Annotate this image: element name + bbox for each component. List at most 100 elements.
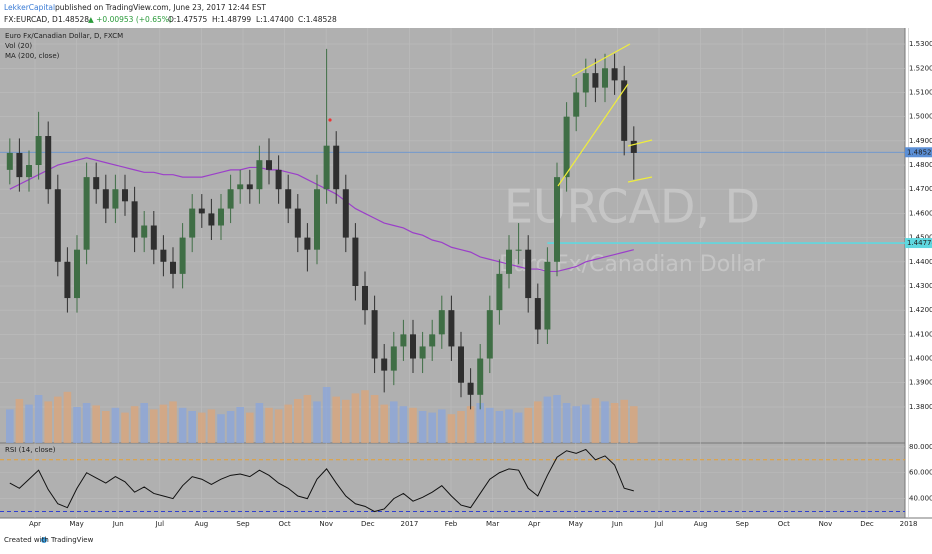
candle-body (112, 189, 119, 209)
candle-body (544, 261, 551, 330)
legend-entry: Vol (20) (5, 42, 32, 50)
candle-body (477, 358, 484, 395)
candle-body (131, 201, 138, 238)
candle-body (314, 189, 320, 250)
volume-bar (380, 404, 388, 443)
candle-body (410, 334, 416, 359)
candle-body (54, 189, 61, 262)
volume-bar (534, 401, 542, 443)
candle-body (592, 73, 599, 88)
candle-body (506, 249, 512, 274)
candle-body (170, 261, 176, 274)
last-price: 1.48528 (58, 15, 89, 24)
volume-bar (44, 401, 52, 443)
volume-bar (630, 406, 638, 443)
x-tick-label: Oct (778, 520, 790, 528)
x-tick-label: Aug (195, 520, 209, 528)
y-tick-label: 1.41000 (909, 330, 932, 338)
legend-entry: MA (200, close) (5, 52, 60, 60)
y-tick-label: 1.43000 (909, 282, 932, 290)
candle-body (246, 184, 253, 190)
volume-bar (169, 401, 177, 443)
volume-bar (198, 412, 206, 443)
published: published on TradingView.com, June 23, 2… (55, 3, 266, 12)
volume-bar (409, 407, 417, 443)
volume-bar (246, 412, 254, 443)
trendline (627, 176, 653, 183)
marker-dot (328, 118, 332, 122)
volume-bar (140, 403, 148, 443)
volume-bar (447, 414, 456, 443)
x-tick-label: Sep (736, 520, 750, 528)
x-tick-label: Apr (528, 520, 540, 528)
y-tick-label: 1.53000 (909, 40, 932, 48)
high: H:1.48799 (212, 15, 251, 24)
low: L:1.47400 (256, 15, 294, 24)
trendline (557, 83, 629, 187)
volume (6, 387, 638, 443)
volume-bar (150, 409, 158, 443)
volume-bar (274, 409, 283, 443)
y-tick-label: 1.50000 (909, 113, 932, 121)
candle-body (26, 165, 32, 178)
candle-body (448, 310, 455, 347)
volume-bar (82, 403, 91, 443)
volume-bar (601, 401, 609, 443)
volume-bar (111, 407, 120, 443)
rsi-tick-label: 40.0000 (909, 495, 932, 503)
volume-bar (390, 401, 398, 443)
candle-body (630, 140, 637, 153)
candle-body (438, 310, 445, 335)
trendline (627, 139, 653, 147)
x-tick-label: Sep (236, 520, 250, 528)
candle-body (621, 80, 628, 141)
volume-bar (34, 395, 43, 443)
volume-bar (217, 414, 225, 443)
candle-body (256, 160, 263, 190)
candle-body (333, 145, 340, 190)
y-tick-label: 1.46000 (909, 209, 932, 217)
volume-bar (428, 412, 436, 443)
volume-bar (130, 406, 139, 443)
x-tick-label: Aug (694, 520, 708, 528)
y-tick-label: 1.40000 (909, 355, 932, 363)
x-tick-label: Feb (445, 520, 458, 528)
candle-body (458, 346, 464, 383)
volume-bar (313, 401, 321, 443)
price-line-badge (905, 238, 932, 249)
candle-body (323, 145, 330, 190)
volume-bar (303, 395, 312, 443)
volume-bar (342, 399, 350, 443)
volume-bar (255, 403, 264, 443)
rsi-pane (0, 443, 905, 518)
candle-body (74, 249, 80, 299)
x-tick-label: Jun (112, 520, 124, 528)
candle-body (534, 298, 541, 330)
candle-body (554, 177, 560, 262)
plot (0, 48, 905, 513)
volume-bar (457, 411, 465, 443)
volume-bar (486, 407, 494, 443)
candle-body (285, 189, 292, 209)
candle-body (189, 208, 196, 238)
volume-bar (370, 395, 379, 443)
candle-body (582, 73, 589, 93)
candle-body (362, 285, 368, 311)
candle-body (35, 136, 42, 166)
author-link[interactable]: LekkerCapital (4, 3, 55, 12)
change: ▲ +0.00953 (+0.65%) (88, 15, 172, 24)
candle-body (150, 225, 157, 250)
volume-bar (159, 404, 168, 443)
footer (0, 530, 932, 550)
candle-body (563, 116, 570, 178)
x-tick-label: Jun (611, 520, 623, 528)
x-tick-label: 2017 (400, 520, 418, 528)
x-tick-label: Dec (361, 520, 375, 528)
candle-body (64, 261, 71, 299)
rsi-label: RSI (14, close) (5, 446, 56, 454)
volume-bar (572, 406, 580, 443)
price-line-badge (905, 147, 932, 158)
volume-bar (207, 409, 216, 443)
candle-body (227, 189, 234, 209)
volume-bar (361, 390, 369, 443)
